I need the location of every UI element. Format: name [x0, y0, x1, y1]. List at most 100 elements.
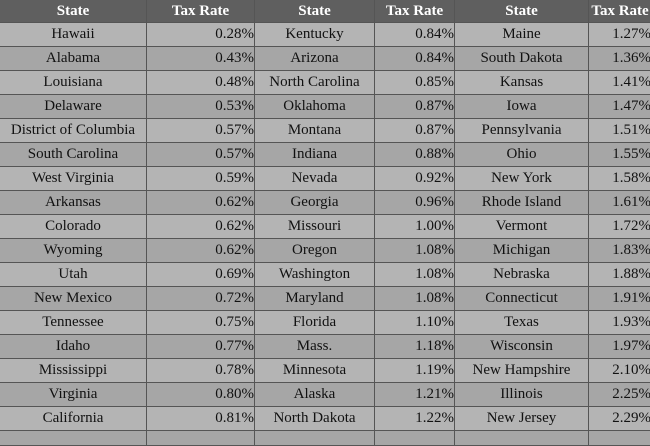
- tax-rate-cell: 0.80%: [147, 383, 254, 406]
- state-name-cell: New Hampshire: [455, 359, 588, 382]
- table-row: Alabama 0.43% Arizona 0.84% South Dakota 1.36…: [0, 47, 650, 70]
- tax-rate-cell: 0.62%: [147, 215, 254, 238]
- state-name-cell: Maine: [455, 23, 588, 46]
- tax-rate-cell: 1.72%: [589, 215, 650, 238]
- state-name-cell: South Dakota: [455, 47, 588, 70]
- state-name-cell: Iowa: [455, 95, 588, 118]
- tax-rate-cell: 0.84%: [375, 23, 454, 46]
- empty-cell: [455, 431, 588, 445]
- state-name-cell: Rhode Island: [455, 191, 588, 214]
- state-name-cell: Connecticut: [455, 287, 588, 310]
- header-tax-rate: Tax Rate: [375, 0, 454, 22]
- table-row: California 0.81% North Dakota 1.22% New Jers…: [0, 407, 650, 430]
- tax-rate-cell: 1.18%: [375, 335, 454, 358]
- state-name-cell: Pennsylvania: [455, 119, 588, 142]
- table-row-partial: [0, 431, 650, 445]
- state-name-cell: Kansas: [455, 71, 588, 94]
- tax-rate-cell: 2.10%: [589, 359, 650, 382]
- state-name-cell: Montana: [255, 119, 374, 142]
- state-name-cell: Nevada: [255, 167, 374, 190]
- tax-rate-cell: 1.91%: [589, 287, 650, 310]
- tax-rate-cell: 1.47%: [589, 95, 650, 118]
- tax-rate-cell: 0.78%: [147, 359, 254, 382]
- state-name-cell: Arizona: [255, 47, 374, 70]
- empty-cell: [255, 431, 374, 445]
- tax-rate-cell: 2.29%: [589, 407, 650, 430]
- state-name-cell: Oregon: [255, 239, 374, 262]
- state-name-cell: Vermont: [455, 215, 588, 238]
- table-row: Hawaii 0.28% Kentucky 0.84% Maine 1.27%: [0, 23, 650, 46]
- state-name-cell: Texas: [455, 311, 588, 334]
- tax-rate-cell: 1.19%: [375, 359, 454, 382]
- header-state: State: [255, 0, 374, 22]
- tax-rate-cell: 0.81%: [147, 407, 254, 430]
- header-row: State Tax Rate State Tax Rate State Tax …: [0, 0, 650, 22]
- empty-cell: [0, 431, 146, 445]
- empty-cell: [147, 431, 254, 445]
- table-row: West Virginia 0.59% Nevada 0.92% New York 1.5…: [0, 167, 650, 190]
- tax-rate-cell: 1.55%: [589, 143, 650, 166]
- tax-rate-cell: 1.08%: [375, 287, 454, 310]
- table-row: New Mexico 0.72% Maryland 1.08% Connecticut 1…: [0, 287, 650, 310]
- tax-rate-cell: 1.10%: [375, 311, 454, 334]
- state-name-cell: West Virginia: [0, 167, 146, 190]
- state-name-cell: Michigan: [455, 239, 588, 262]
- table-row: Arkansas 0.62% Georgia 0.96% Rhode Island 1.6…: [0, 191, 650, 214]
- state-name-cell: New Mexico: [0, 287, 146, 310]
- header-state: State: [455, 0, 588, 22]
- tax-rate-cell: 0.87%: [375, 119, 454, 142]
- tax-rate-cell: 0.77%: [147, 335, 254, 358]
- tax-rate-cell: 1.83%: [589, 239, 650, 262]
- tax-rate-cell: 0.43%: [147, 47, 254, 70]
- state-name-cell: Nebraska: [455, 263, 588, 286]
- state-name-cell: Wyoming: [0, 239, 146, 262]
- state-name-cell: California: [0, 407, 146, 430]
- state-name-cell: Wisconsin: [455, 335, 588, 358]
- state-name-cell: Virginia: [0, 383, 146, 406]
- table-row: Utah 0.69% Washington 1.08% Nebraska 1.88%: [0, 263, 650, 286]
- empty-cell: [589, 431, 650, 445]
- table-row: Virginia 0.80% Alaska 1.21% Illinois 2.25%: [0, 383, 650, 406]
- state-name-cell: Indiana: [255, 143, 374, 166]
- state-name-cell: Louisiana: [0, 71, 146, 94]
- tax-rate-cell: 1.58%: [589, 167, 650, 190]
- tax-rate-cell: 1.88%: [589, 263, 650, 286]
- state-name-cell: North Carolina: [255, 71, 374, 94]
- state-name-cell: New Jersey: [455, 407, 588, 430]
- table-row: District of Columbia 0.57% Montana 0.87% Pen…: [0, 119, 650, 142]
- tax-rate-cell: 0.96%: [375, 191, 454, 214]
- tax-rate-cell: 1.97%: [589, 335, 650, 358]
- tax-rate-cell: 1.51%: [589, 119, 650, 142]
- header-state: State: [0, 0, 146, 22]
- tax-rate-cell: 1.00%: [375, 215, 454, 238]
- state-name-cell: Minnesota: [255, 359, 374, 382]
- state-name-cell: Hawaii: [0, 23, 146, 46]
- state-name-cell: Oklahoma: [255, 95, 374, 118]
- state-name-cell: Mississippi: [0, 359, 146, 382]
- tax-rate-cell: 0.85%: [375, 71, 454, 94]
- table-row: South Carolina 0.57% Indiana 0.88% Ohio 1.55%: [0, 143, 650, 166]
- state-name-cell: Colorado: [0, 215, 146, 238]
- state-name-cell: Delaware: [0, 95, 146, 118]
- state-name-cell: Kentucky: [255, 23, 374, 46]
- tax-rate-cell: 0.88%: [375, 143, 454, 166]
- tax-rate-cell: 0.75%: [147, 311, 254, 334]
- tax-rate-cell: 0.59%: [147, 167, 254, 190]
- tax-rate-cell: 1.22%: [375, 407, 454, 430]
- table-row: Mississippi 0.78% Minnesota 1.19% New Hampsh…: [0, 359, 650, 382]
- state-name-cell: South Carolina: [0, 143, 146, 166]
- tax-rate-cell: 0.28%: [147, 23, 254, 46]
- tax-rate-cell: 1.08%: [375, 263, 454, 286]
- state-name-cell: Washington: [255, 263, 374, 286]
- empty-cell: [375, 431, 454, 445]
- tax-rate-cell: 0.53%: [147, 95, 254, 118]
- state-name-cell: New York: [455, 167, 588, 190]
- tax-rate-cell: 1.61%: [589, 191, 650, 214]
- tax-rate-cell: 1.27%: [589, 23, 650, 46]
- state-name-cell: Utah: [0, 263, 146, 286]
- state-name-cell: Ohio: [455, 143, 588, 166]
- state-name-cell: North Dakota: [255, 407, 374, 430]
- table-row: Louisiana 0.48% North Carolina 0.85% Kansas 1…: [0, 71, 650, 94]
- tax-rate-cell: 0.87%: [375, 95, 454, 118]
